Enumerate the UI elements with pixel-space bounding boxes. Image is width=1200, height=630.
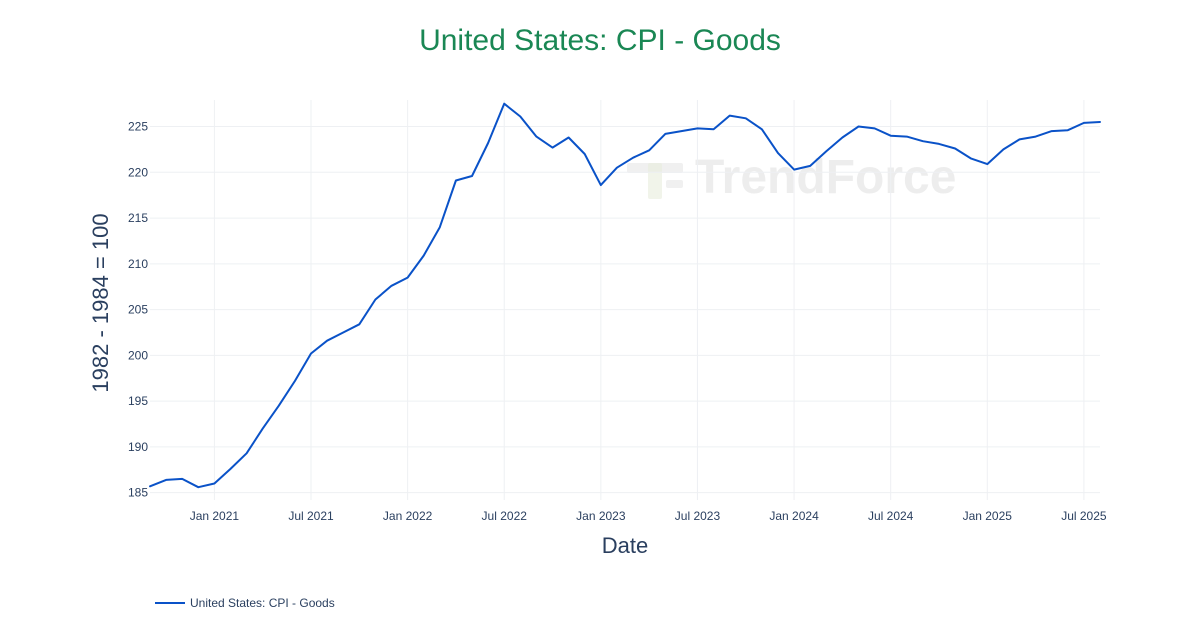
y-tick-label: 195 [128, 394, 148, 408]
y-tick-label: 225 [128, 120, 148, 134]
x-tick-label: Jul 2021 [288, 509, 334, 523]
y-tick-label: 200 [128, 348, 148, 362]
x-tick-label: Jul 2024 [868, 509, 914, 523]
y-tick-label: 220 [128, 165, 148, 179]
series-line[interactable] [149, 102, 1101, 489]
y-tick-label: 205 [128, 303, 148, 317]
y-tick-label: 210 [128, 257, 148, 271]
watermark-logo: TrendForce [627, 151, 956, 204]
y-axis-ticks: 185 190 195 200 205 210 215 220 225 [128, 120, 148, 500]
y-tick-label: 185 [128, 486, 148, 500]
watermark-text: TrendForce [695, 151, 956, 204]
x-axis-title: Date [602, 533, 648, 558]
x-tick-label: Jan 2023 [576, 509, 626, 523]
x-tick-label: Jan 2021 [190, 509, 240, 523]
x-tick-label: Jan 2025 [963, 509, 1013, 523]
x-axis-ticks: Jan 2021 Jul 2021 Jan 2022 Jul 2022 Jan 2023… [190, 509, 1107, 523]
chart-title: United States: CPI - Goods [419, 24, 781, 57]
y-tick-label: 215 [128, 211, 148, 225]
watermark-mark-bar [666, 180, 683, 188]
grid [150, 100, 1100, 500]
legend-label: United States: CPI - Goods [190, 596, 335, 610]
x-tick-label: Jul 2025 [1061, 509, 1107, 523]
x-tick-label: Jan 2024 [769, 509, 819, 523]
y-tick-label: 190 [128, 440, 148, 454]
x-tick-label: Jul 2023 [675, 509, 721, 523]
x-tick-label: Jul 2022 [482, 509, 528, 523]
x-tick-label: Jan 2022 [383, 509, 433, 523]
y-axis-title: 1982 - 1984 = 100 [88, 213, 113, 392]
watermark-mark-stem [648, 163, 662, 199]
legend[interactable]: United States: CPI - Goods [155, 596, 335, 610]
series-layer [149, 102, 1101, 489]
